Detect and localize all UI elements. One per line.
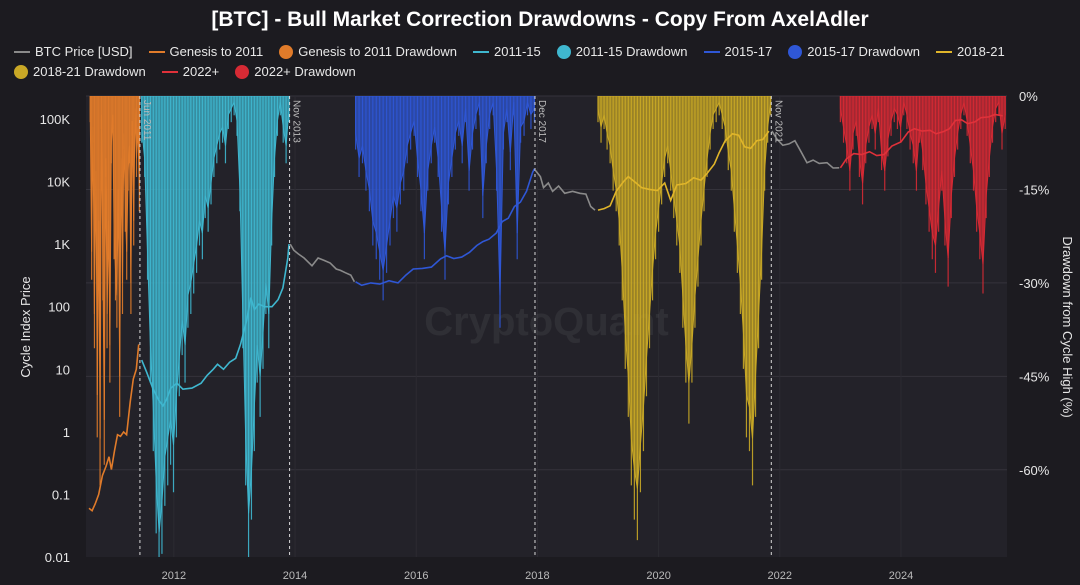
legend-label: 2011-15 [493, 44, 541, 59]
legend-swatch [279, 44, 294, 59]
legend-swatch [556, 44, 571, 59]
legend-label: Genesis to 2011 Drawdown [298, 44, 457, 59]
y-right-axis-title: Drawdown from Cycle High (%) [1060, 236, 1075, 417]
y-left-tick-label: 100 [48, 300, 70, 315]
y-left-tick-label: 1 [63, 425, 70, 440]
y-left-tick-label: 0.01 [45, 550, 70, 565]
legend-swatch [161, 70, 178, 73]
plot-group [88, 96, 1006, 557]
y-right-tick-label: -30% [1019, 276, 1050, 291]
legend-swatch [703, 50, 720, 53]
legend-item[interactable]: Genesis to 2011 Drawdown [279, 44, 457, 59]
cycle-marker-label: Dec 2017 [536, 100, 547, 143]
x-tick-label: 2018 [525, 570, 549, 582]
price-line [289, 243, 356, 283]
legend-swatch [472, 50, 489, 53]
chart-title: [BTC] - Bull Market Correction Drawdowns… [211, 8, 869, 31]
legend-item[interactable]: Genesis to 2011 [148, 44, 264, 59]
legend-item[interactable]: 2018-21 [935, 44, 1005, 59]
price-line [839, 113, 1003, 169]
price-line [140, 244, 290, 408]
legend-label: 2015-17 [724, 44, 773, 59]
legend-swatch [235, 64, 250, 79]
y-left-tick-label: 10K [47, 175, 70, 190]
cycle-marker-label: Nov 2013 [291, 100, 302, 143]
legend-item[interactable]: BTC Price [USD] [14, 44, 133, 59]
legend-label: 2015-17 Drawdown [807, 44, 920, 59]
legend-swatch [14, 64, 28, 79]
legend-item[interactable]: 2011-15 [472, 44, 541, 59]
cycle-marker-label: Nov 2021 [772, 100, 783, 143]
y-right-tick-label: 0% [1019, 89, 1038, 104]
y-left-axis-title: Cycle Index Price [18, 276, 33, 377]
price-line [771, 130, 840, 169]
drawdown-series [839, 96, 1006, 294]
legend-item[interactable]: 2015-17 Drawdown [788, 44, 920, 59]
chart-legend: BTC Price [USD] Genesis to 2011 Genesis to… [14, 44, 1070, 79]
drawdown-series [89, 96, 140, 486]
x-tick-label: 2016 [404, 570, 428, 582]
legend-label: 2022+ [182, 64, 220, 79]
x-tick-label: 2022 [768, 570, 792, 582]
y-left-tick-label: 1K [54, 237, 70, 252]
x-tick-label: 2024 [889, 570, 913, 582]
legend-label: 2018-21 [956, 44, 1005, 59]
legend-label: Genesis to 2011 [169, 44, 264, 59]
y-left-tick-label: 0.1 [52, 487, 70, 502]
legend-label: 2011-15 Drawdown [575, 44, 688, 59]
drawdown-series [597, 96, 772, 541]
price-line [534, 170, 596, 211]
price-line [88, 344, 140, 512]
y-right-tick-label: -60% [1019, 463, 1050, 478]
legend-swatch [14, 50, 30, 53]
y-left-tick-label: 100K [40, 112, 71, 127]
x-tick-label: 2020 [646, 570, 670, 582]
legend-label: BTC Price [USD] [35, 44, 133, 59]
price-line [355, 168, 536, 287]
y-right-tick-label: -45% [1019, 369, 1050, 384]
legend-label: 2018-21 Drawdown [33, 64, 146, 79]
legend-item[interactable]: 2018-21 Drawdown [14, 64, 146, 79]
x-tick-label: 2012 [162, 570, 186, 582]
legend-item[interactable]: 2022+ Drawdown [235, 64, 356, 79]
legend-label: 2022+ Drawdown [254, 64, 356, 79]
y-left-tick-label: 10 [56, 362, 70, 377]
legend-item[interactable]: 2011-15 Drawdown [556, 44, 688, 59]
legend-swatch [935, 50, 952, 53]
price-line [597, 130, 770, 211]
drawdown-series [355, 96, 535, 328]
x-tick-label: 2014 [283, 570, 307, 582]
legend-item[interactable]: 2022+ [161, 64, 220, 79]
legend-swatch [148, 50, 165, 53]
drawdown-series [141, 96, 290, 557]
y-right-tick-label: -15% [1019, 182, 1050, 197]
legend-item[interactable]: 2015-17 [703, 44, 773, 59]
legend-swatch [788, 44, 803, 59]
cycle-marker-label: Jun 2011 [141, 100, 152, 141]
